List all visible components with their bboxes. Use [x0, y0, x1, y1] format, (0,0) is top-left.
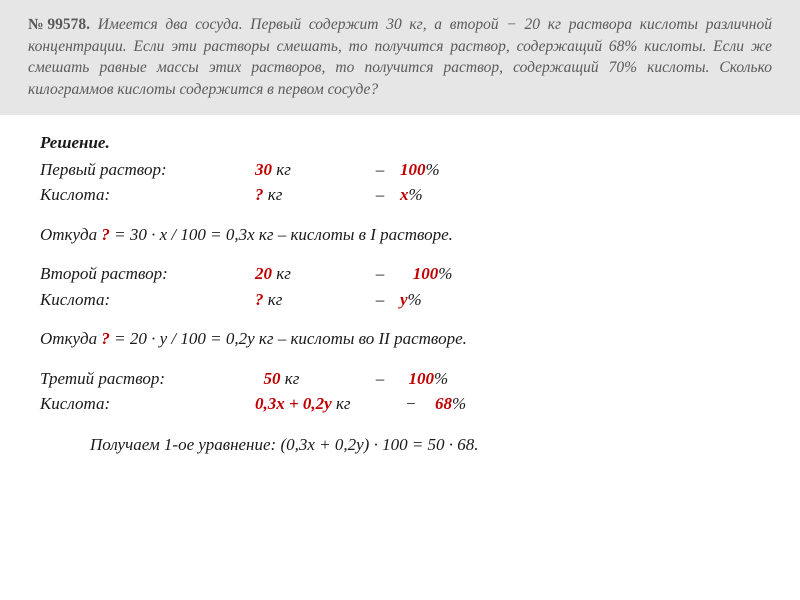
- question-mark: ?: [101, 225, 110, 244]
- dash: –: [360, 287, 400, 313]
- mass-cell: ? кг: [255, 287, 360, 313]
- label: Второй раствор:: [40, 261, 255, 287]
- dash: –: [360, 182, 400, 208]
- solution-row-2: Второй раствор: 20 кг – 100%: [40, 261, 760, 287]
- mass-value: 30: [255, 160, 272, 179]
- pct-cell: 100%: [400, 366, 760, 392]
- solution-row-3: Третий раствор: 50 кг – 100%: [40, 366, 760, 392]
- pct-value: 100: [409, 369, 435, 388]
- label: Третий раствор:: [40, 366, 255, 392]
- label: Кислота:: [40, 182, 255, 208]
- label: Кислота:: [40, 391, 255, 417]
- mass-value: ?: [255, 290, 264, 309]
- page: №99578. Имеется два сосуда. Первый содер…: [0, 0, 800, 600]
- mass-unit: кг: [281, 369, 300, 388]
- pct-sign: %: [426, 160, 440, 179]
- mass-value: 20: [255, 264, 272, 283]
- pct-value: 68: [435, 394, 452, 413]
- pct-sign: %: [438, 264, 452, 283]
- pct-cell: y%: [400, 287, 760, 313]
- mass-unit: кг: [264, 185, 283, 204]
- question-mark: ?: [101, 329, 110, 348]
- pct-cell: 100%: [400, 157, 760, 183]
- derivation-1: Откуда ? = 30 · x / 100 = 0,3x кг – кисл…: [40, 222, 760, 248]
- dash: −: [405, 391, 435, 417]
- mass-cell: 30 кг: [255, 157, 360, 183]
- label: Кислота:: [40, 287, 255, 313]
- solution-row-1: Первый раствор: 30 кг – 100%: [40, 157, 760, 183]
- mass-cell: ? кг: [255, 182, 360, 208]
- pre-text: Откуда: [40, 225, 101, 244]
- label: Первый раствор:: [40, 157, 255, 183]
- dash: –: [360, 261, 400, 287]
- pct-sign: %: [408, 290, 422, 309]
- pct-value: 100: [413, 264, 439, 283]
- pre-text: Откуда: [40, 329, 101, 348]
- var-x: x: [400, 185, 409, 204]
- pct-sign: %: [434, 369, 448, 388]
- pct-cell: 100%: [400, 261, 760, 287]
- expr-value: 0,3x + 0,2y: [255, 394, 332, 413]
- expr-unit: кг: [332, 394, 351, 413]
- mass-value: ?: [255, 185, 264, 204]
- final-equation: Получаем 1-ое уравнение: (0,3x + 0,2y) ·…: [40, 435, 760, 455]
- dash: –: [360, 366, 400, 392]
- mid-text: = 30 · x / 100 = 0,3x кг – кислоты в I р…: [110, 225, 453, 244]
- var-y: y: [400, 290, 408, 309]
- mass-cell: 20 кг: [255, 261, 360, 287]
- pct-cell: 68%: [435, 391, 760, 417]
- solution-title: Решение.: [40, 133, 760, 153]
- mass-unit: кг: [272, 264, 291, 283]
- dash: –: [360, 157, 400, 183]
- problem-text: Имеется два сосуда. Первый содержит 30 к…: [28, 16, 772, 98]
- pct-value: 100: [400, 160, 426, 179]
- solution-body: Решение. Первый раствор: 30 кг – 100% Ки…: [0, 115, 800, 465]
- solution-row-2-acid: Кислота: ? кг – y%: [40, 287, 760, 313]
- problem-number: №99578.: [28, 16, 90, 33]
- expr-cell: 0,3x + 0,2y кг: [255, 391, 405, 417]
- problem-statement: №99578. Имеется два сосуда. Первый содер…: [0, 0, 800, 115]
- mass-cell: 50 кг: [255, 366, 360, 392]
- mass-unit: кг: [264, 290, 283, 309]
- mass-unit: кг: [272, 160, 291, 179]
- mid-text: = 20 · y / 100 = 0,2y кг – кислоты во II…: [110, 329, 467, 348]
- solution-row-3-acid: Кислота: 0,3x + 0,2y кг − 68%: [40, 391, 760, 417]
- derivation-2: Откуда ? = 20 · y / 100 = 0,2y кг – кисл…: [40, 326, 760, 352]
- pct-sign: %: [452, 394, 466, 413]
- pct-sign: %: [409, 185, 423, 204]
- pct-cell: x%: [400, 182, 760, 208]
- solution-row-1-acid: Кислота: ? кг – x%: [40, 182, 760, 208]
- mass-value: 50: [264, 369, 281, 388]
